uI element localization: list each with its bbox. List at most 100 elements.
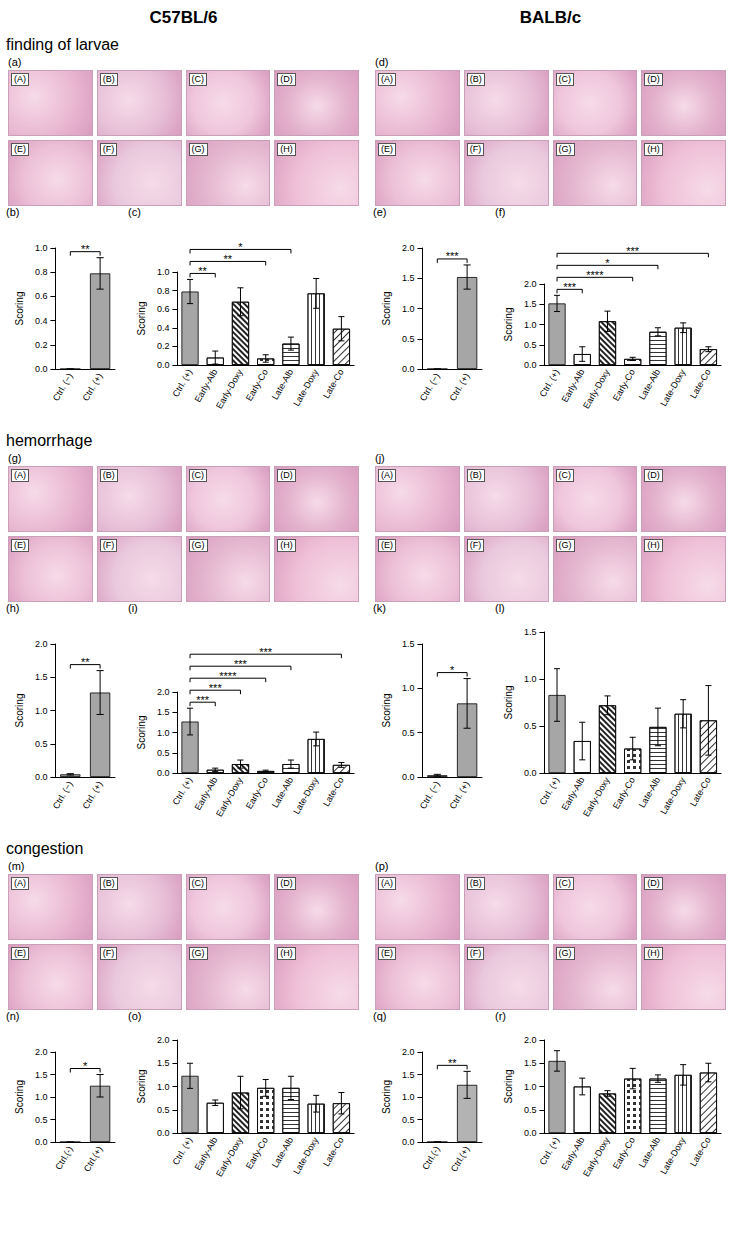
- svg-text:0.5: 0.5: [35, 1115, 48, 1125]
- svg-text:Scoring: Scoring: [381, 694, 392, 728]
- svg-text:Early-Co: Early-Co: [244, 775, 270, 810]
- svg-text:****: ****: [219, 670, 237, 682]
- svg-text:Early-Alb: Early-Alb: [193, 367, 220, 404]
- svg-text:**: **: [81, 656, 90, 668]
- svg-text:Ctrl. (+): Ctrl. (+): [171, 367, 195, 398]
- svg-text:Early-Alb: Early-Alb: [193, 1136, 220, 1173]
- svg-text:0.5: 0.5: [157, 1105, 170, 1115]
- svg-text:Ctrl. (+): Ctrl. (+): [538, 775, 562, 806]
- svg-text:Ctrl. (+): Ctrl. (+): [81, 779, 105, 810]
- svg-text:Late-Doxy: Late-Doxy: [291, 367, 320, 408]
- svg-text:Scoring: Scoring: [136, 716, 147, 750]
- svg-text:0.0: 0.0: [35, 772, 48, 782]
- svg-text:1.0: 1.0: [157, 267, 170, 277]
- svg-text:Late-Co: Late-Co: [688, 775, 713, 808]
- svg-text:Late-Co: Late-Co: [688, 367, 713, 400]
- svg-text:Late-Alb: Late-Alb: [270, 367, 295, 401]
- svg-text:1.5: 1.5: [524, 1058, 537, 1068]
- svg-text:0.5: 0.5: [524, 721, 537, 731]
- svg-text:2.0: 2.0: [35, 639, 48, 649]
- svg-text:Scoring: Scoring: [381, 1080, 392, 1114]
- svg-text:***: ***: [626, 245, 640, 257]
- svg-text:1.0: 1.0: [35, 1092, 48, 1102]
- svg-text:2.0: 2.0: [157, 687, 170, 697]
- svg-text:****: ****: [586, 269, 604, 281]
- svg-text:Late-Doxy: Late-Doxy: [658, 367, 687, 408]
- svg-text:Ctrl. (+): Ctrl. (+): [81, 371, 105, 402]
- svg-text:Ctrl.(+): Ctrl.(+): [449, 1144, 472, 1173]
- svg-text:**: **: [224, 253, 233, 265]
- svg-text:**: **: [81, 243, 90, 255]
- svg-text:Early-Co: Early-Co: [611, 1136, 637, 1171]
- svg-text:0.0: 0.0: [402, 772, 415, 782]
- svg-text:1.5: 1.5: [402, 639, 415, 649]
- svg-text:Scoring: Scoring: [503, 308, 514, 342]
- svg-text:Late-Co: Late-Co: [321, 1136, 346, 1169]
- svg-text:Early-Doxy: Early-Doxy: [214, 1135, 245, 1178]
- svg-text:Ctrl. (+): Ctrl. (+): [171, 1135, 195, 1166]
- svg-text:Late-Co: Late-Co: [321, 367, 346, 400]
- svg-text:Early-Doxy: Early-Doxy: [214, 775, 245, 818]
- svg-text:Early-Co: Early-Co: [611, 367, 637, 402]
- svg-text:Late-Co: Late-Co: [321, 775, 346, 808]
- svg-text:1.5: 1.5: [157, 707, 170, 717]
- svg-text:0.5: 0.5: [524, 340, 537, 350]
- svg-text:0.0: 0.0: [524, 1128, 537, 1138]
- svg-text:0.0: 0.0: [157, 1128, 170, 1138]
- svg-text:Ctrl. (−): Ctrl. (−): [418, 371, 442, 402]
- svg-text:Early-Co: Early-Co: [244, 367, 270, 402]
- svg-text:0.5: 0.5: [402, 334, 415, 344]
- svg-text:0.2: 0.2: [35, 340, 48, 350]
- svg-text:2.0: 2.0: [157, 1035, 170, 1045]
- svg-text:Late-Doxy: Late-Doxy: [658, 775, 687, 816]
- svg-text:1.0: 1.0: [402, 304, 415, 314]
- svg-text:2.0: 2.0: [402, 243, 415, 253]
- svg-text:*: *: [83, 1060, 88, 1072]
- svg-text:Late-Doxy: Late-Doxy: [291, 1135, 320, 1176]
- svg-text:Scoring: Scoring: [503, 1070, 514, 1104]
- svg-text:0.0: 0.0: [157, 360, 170, 370]
- svg-text:Scoring: Scoring: [381, 292, 392, 326]
- svg-text:Early-Doxy: Early-Doxy: [581, 1135, 612, 1178]
- svg-text:0.0: 0.0: [157, 768, 170, 778]
- svg-text:0.0: 0.0: [35, 364, 48, 374]
- svg-text:1.0: 1.0: [35, 706, 48, 716]
- svg-text:0.5: 0.5: [402, 728, 415, 738]
- svg-text:Early-Alb: Early-Alb: [560, 775, 587, 812]
- svg-text:Ctrl.(+): Ctrl.(+): [82, 1144, 105, 1173]
- svg-text:**: **: [448, 1057, 457, 1069]
- svg-text:1.0: 1.0: [524, 1082, 537, 1092]
- svg-text:Late-Doxy: Late-Doxy: [658, 1135, 687, 1176]
- svg-text:Ctrl. (+): Ctrl. (+): [171, 775, 195, 806]
- svg-text:***: ***: [563, 281, 577, 293]
- svg-text:Early-Alb: Early-Alb: [560, 367, 587, 404]
- svg-text:0.5: 0.5: [524, 1105, 537, 1115]
- svg-text:Ctrl. (+): Ctrl. (+): [448, 371, 472, 402]
- svg-text:Early-Co: Early-Co: [611, 775, 637, 810]
- svg-text:0.4: 0.4: [157, 323, 170, 333]
- svg-text:Late-Alb: Late-Alb: [270, 1136, 295, 1170]
- svg-text:Early-Alb: Early-Alb: [193, 775, 220, 812]
- svg-text:0.4: 0.4: [35, 316, 48, 326]
- svg-text:2.0: 2.0: [524, 1035, 537, 1045]
- svg-text:0.5: 0.5: [402, 1115, 415, 1125]
- svg-text:0.8: 0.8: [157, 286, 170, 296]
- svg-text:Ctrl.(-): Ctrl.(-): [420, 1145, 441, 1172]
- svg-text:1.0: 1.0: [524, 320, 537, 330]
- svg-text:1.5: 1.5: [402, 1070, 415, 1080]
- svg-text:Scoring: Scoring: [14, 694, 25, 728]
- svg-text:Ctrl. (−): Ctrl. (−): [418, 779, 442, 810]
- svg-text:Scoring: Scoring: [503, 686, 514, 720]
- svg-text:***: ***: [446, 250, 460, 262]
- svg-text:Scoring: Scoring: [136, 302, 147, 336]
- svg-text:0.5: 0.5: [157, 748, 170, 758]
- svg-text:Late-Alb: Late-Alb: [637, 775, 662, 809]
- svg-text:Late-Alb: Late-Alb: [637, 367, 662, 401]
- svg-text:*: *: [450, 664, 455, 676]
- svg-text:0.5: 0.5: [35, 739, 48, 749]
- svg-text:2.0: 2.0: [35, 1047, 48, 1057]
- svg-text:1.0: 1.0: [524, 674, 537, 684]
- svg-text:Early-Doxy: Early-Doxy: [581, 775, 612, 818]
- svg-text:Late-Co: Late-Co: [688, 1136, 713, 1169]
- svg-text:Scoring: Scoring: [14, 292, 25, 326]
